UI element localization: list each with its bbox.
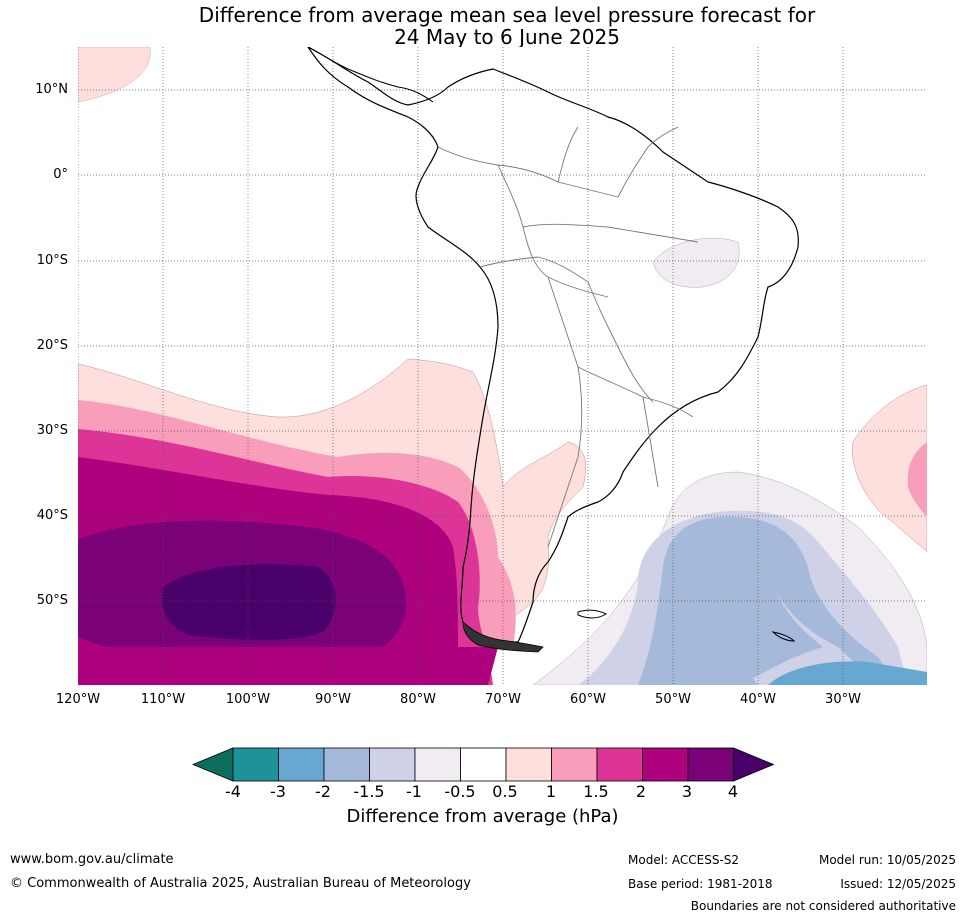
graticule [78, 47, 927, 685]
tierra-del-fuego [462, 621, 544, 653]
central-america-coastline [307, 47, 434, 103]
lon-label-30w: 30°W [825, 692, 861, 707]
anomaly-neg2-3-contour [768, 661, 927, 685]
colorbar-label: Difference from average (hPa) [346, 806, 619, 827]
colorbar-tick: 3 [681, 782, 693, 801]
colorbar-tick: 0.5 [492, 782, 518, 801]
lat-label-10n: 10°N [35, 82, 68, 97]
model-run-date: Model run: 10/05/2025 [818, 853, 956, 867]
colorbar-segment [505, 747, 552, 782]
colorbar-tick: -1.5 [353, 782, 385, 801]
lat-label-30s: 30°S [36, 423, 68, 438]
lat-label-50s: 50°S [36, 593, 68, 608]
country-borders [437, 126, 699, 548]
pressure-anomaly-map [78, 47, 927, 685]
lon-label-90w: 90°W [315, 692, 351, 707]
south-georgia [771, 631, 796, 642]
chart-title: Difference from average mean sea level p… [0, 4, 965, 48]
website-link[interactable]: www.bom.gov.au/climate [10, 852, 174, 867]
boundaries-disclaimer: Boundaries are not considered authoritat… [690, 899, 956, 913]
lon-label-70w: 70°W [485, 692, 521, 707]
colorbar [192, 747, 774, 782]
colorbar-tick: -1 [406, 782, 422, 801]
lat-label-20s: 20°S [36, 338, 68, 353]
issued-date: Issued: 12/05/2025 [840, 877, 956, 891]
colorbar-tick: -0.5 [444, 782, 476, 801]
copyright-text: © Commonwealth of Australia 2025, Austra… [10, 876, 471, 891]
title-line-1: Difference from average mean sea level p… [198, 3, 816, 27]
model-name: Model: ACCESS-S2 [628, 853, 740, 867]
south-america-coastline [307, 47, 799, 643]
base-period: Base period: 1981-2018 [628, 877, 773, 891]
title-line-2: 24 May to 6 June 2025 [394, 25, 620, 49]
colorbar-tick: 1.5 [583, 782, 609, 801]
colorbar-segment [414, 747, 461, 782]
anomaly-patch-brazil [652, 237, 740, 288]
colorbar-tick: 4 [727, 782, 739, 801]
lon-label-120w: 120°W [55, 692, 101, 707]
lon-label-60w: 60°W [570, 692, 606, 707]
lat-label-10s: 10°S [36, 253, 68, 268]
map-svg [78, 47, 927, 685]
lat-label-40s: 40°S [36, 508, 68, 523]
falkland-islands [577, 609, 608, 619]
anomaly-4plus-contour [161, 564, 336, 640]
colorbar-segment [323, 747, 370, 782]
lat-label-0: 0° [53, 167, 68, 182]
colorbar-extend-low [192, 747, 234, 782]
lon-label-100w: 100°W [225, 692, 271, 707]
colorbar-tick: -3 [270, 782, 286, 801]
colorbar-tick: -4 [225, 782, 241, 801]
colorbar-extend-high [733, 747, 774, 782]
colorbar-segment [687, 747, 734, 782]
lon-label-50w: 50°W [655, 692, 691, 707]
lon-label-80w: 80°W [400, 692, 436, 707]
colorbar-segment [278, 747, 325, 782]
colorbar-tick: -2 [315, 782, 331, 801]
colorbar-tick: 1 [545, 782, 557, 801]
colorbar-segment [596, 747, 643, 782]
colorbar-segment [232, 747, 279, 782]
colorbar-segment [369, 747, 416, 782]
lon-label-110w: 110°W [140, 692, 186, 707]
colorbar-segment [551, 747, 598, 782]
colorbar-segment [642, 747, 689, 782]
colorbar-tick: 2 [635, 782, 647, 801]
anomaly-patch-nw [78, 47, 151, 103]
lon-label-40w: 40°W [740, 692, 776, 707]
colorbar-segment [460, 747, 507, 782]
anomaly-patch-east [851, 384, 927, 553]
